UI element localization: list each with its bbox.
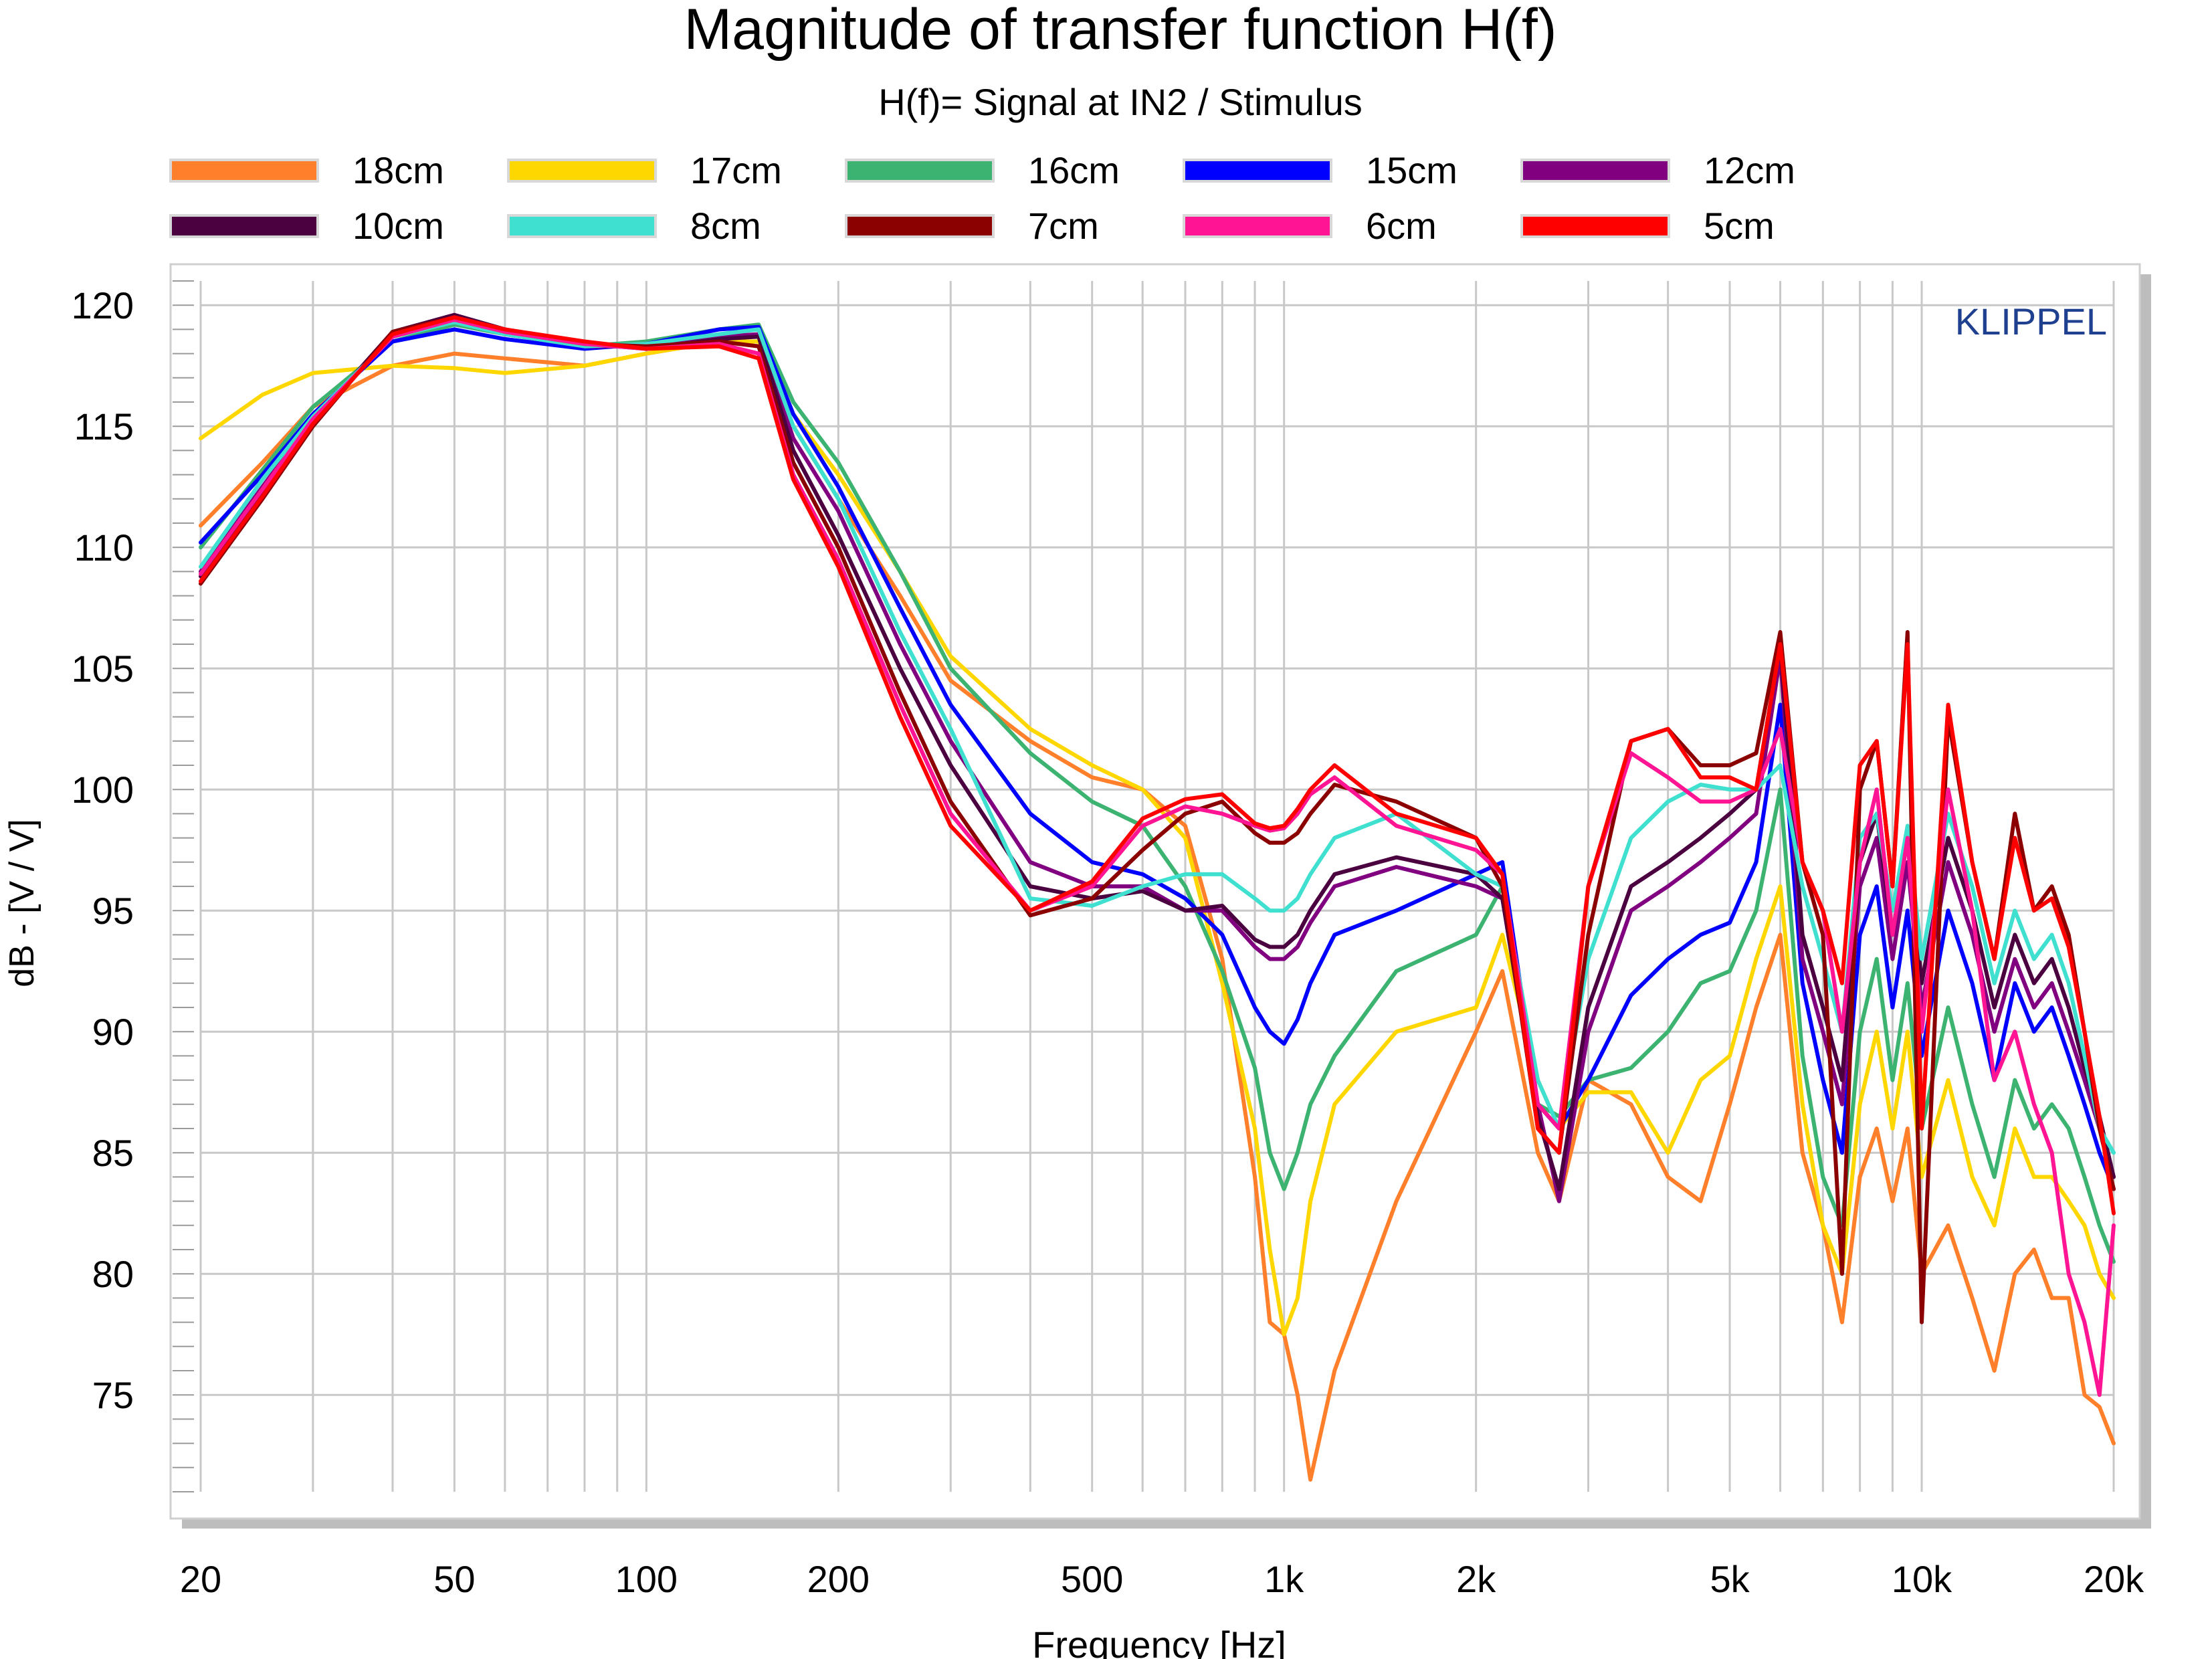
legend-swatch-5cm [1520, 214, 1670, 238]
watermark: KLIPPEL [1955, 300, 2107, 343]
x-tick-label: 2k [1456, 1558, 1496, 1600]
x-tick-label: 20 [180, 1558, 221, 1600]
series-line-15cm [199, 324, 2116, 1191]
legend-label-5cm: 5cm [1704, 205, 1775, 247]
x-axis-label: Frequency [Hz] [1032, 1624, 1286, 1659]
y-tick-label: 85 [92, 1132, 134, 1174]
legend-swatch-6cm [1183, 214, 1332, 238]
legend-swatch-17cm [507, 159, 657, 183]
tick-labels: 20 50 100 200 500 1k 2k 5k 10k 20k 75 80 85 90 95 100 10… [72, 284, 2145, 1600]
legend-label-8cm: 8cm [690, 205, 761, 247]
legend-swatch-15cm [1183, 159, 1332, 183]
series-line-5cm [199, 315, 2116, 1215]
x-tick-label: 10k [1892, 1558, 1952, 1600]
legend-label-15cm: 15cm [1366, 149, 1457, 191]
y-tick-label: 105 [72, 648, 134, 690]
y-tick-label: 100 [72, 769, 134, 811]
series-group [199, 312, 2116, 1482]
legend-label-12cm: 12cm [1704, 149, 1795, 191]
x-tick-label: 20k [2084, 1558, 2144, 1600]
chart-title: Magnitude of transfer function H(f) [684, 0, 1557, 62]
x-tick-label: 1k [1264, 1558, 1304, 1600]
legend-label-17cm: 17cm [690, 149, 782, 191]
x-tick-label: 50 [433, 1558, 475, 1600]
legend-label-18cm: 18cm [353, 149, 444, 191]
y-tick-label: 95 [92, 890, 134, 932]
legend-label-7cm: 7cm [1028, 205, 1099, 247]
legend-swatch-16cm [845, 159, 995, 183]
legend-label-16cm: 16cm [1028, 149, 1120, 191]
legend-label-10cm: 10cm [353, 205, 444, 247]
x-tick-label: 100 [615, 1558, 678, 1600]
chart-subtitle: H(f)= Signal at IN2 / Stimulus [878, 81, 1363, 123]
legend-label-6cm: 6cm [1366, 205, 1437, 247]
y-tick-label: 120 [72, 284, 134, 326]
y-tick-label: 80 [92, 1253, 134, 1295]
y-tick-label: 75 [92, 1374, 134, 1416]
legend-swatch-18cm [169, 159, 319, 183]
y-tick-label: 110 [74, 526, 134, 569]
legend-swatch-10cm [169, 214, 319, 238]
x-tick-label: 200 [807, 1558, 870, 1600]
y-tick-label: 90 [92, 1011, 134, 1053]
x-tick-label: 5k [1710, 1558, 1750, 1600]
legend: 18cm 17cm 16cm 15cm 12cm 10cm 8cm 7cm 6cm 5cm [169, 149, 1795, 247]
x-tick-label: 500 [1061, 1558, 1123, 1600]
legend-swatch-12cm [1520, 159, 1670, 183]
legend-swatch-8cm [507, 214, 657, 238]
y-axis-label: dB - [V / V] [3, 819, 41, 987]
y-tick-label: 115 [74, 405, 134, 448]
legend-swatch-7cm [845, 214, 995, 238]
